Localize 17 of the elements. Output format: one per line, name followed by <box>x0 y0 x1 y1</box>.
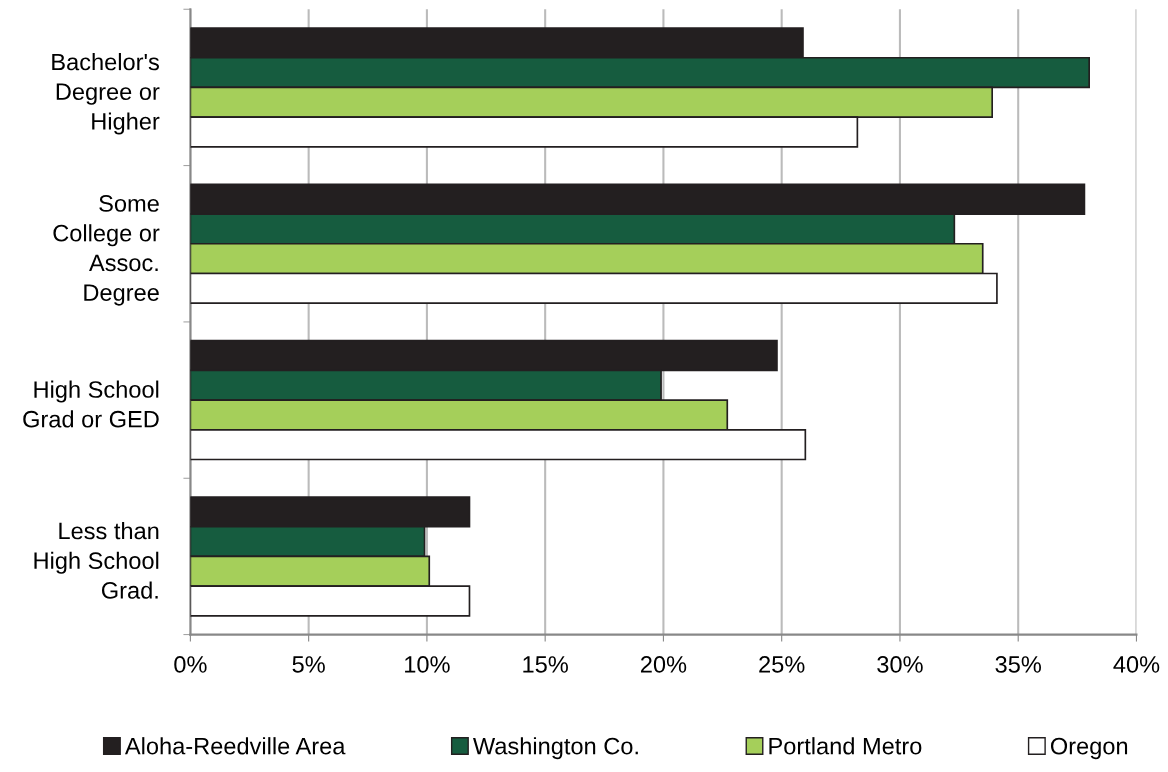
x-tick-label: 40% <box>1113 656 1160 673</box>
x-tick-label: 25% <box>759 656 805 673</box>
x-tick-label: 5% <box>292 656 325 673</box>
legend-label: Aloha-Reedville Area <box>124 737 346 755</box>
x-tick-label: 30% <box>877 656 923 673</box>
y-tick-label: High School Grad or GED <box>23 380 159 428</box>
x-tick-label: 0% <box>174 656 207 673</box>
x-tick-label: 15% <box>523 656 568 673</box>
y-tick-label: Some College or Assoc. Degree <box>53 195 160 306</box>
y-tick-label: Bachelor's Degree or Higher <box>52 53 160 135</box>
x-tick-label: 10% <box>405 656 450 673</box>
x-tick-label: 35% <box>995 656 1041 673</box>
y-tick-label: Less than High School Grad. <box>34 522 159 599</box>
legend-label: Oregon <box>1050 737 1128 760</box>
legend-label: Washington Co. <box>473 737 638 760</box>
legend-label: Portland Metro <box>769 737 922 755</box>
x-tick-label: 20% <box>640 656 687 673</box>
